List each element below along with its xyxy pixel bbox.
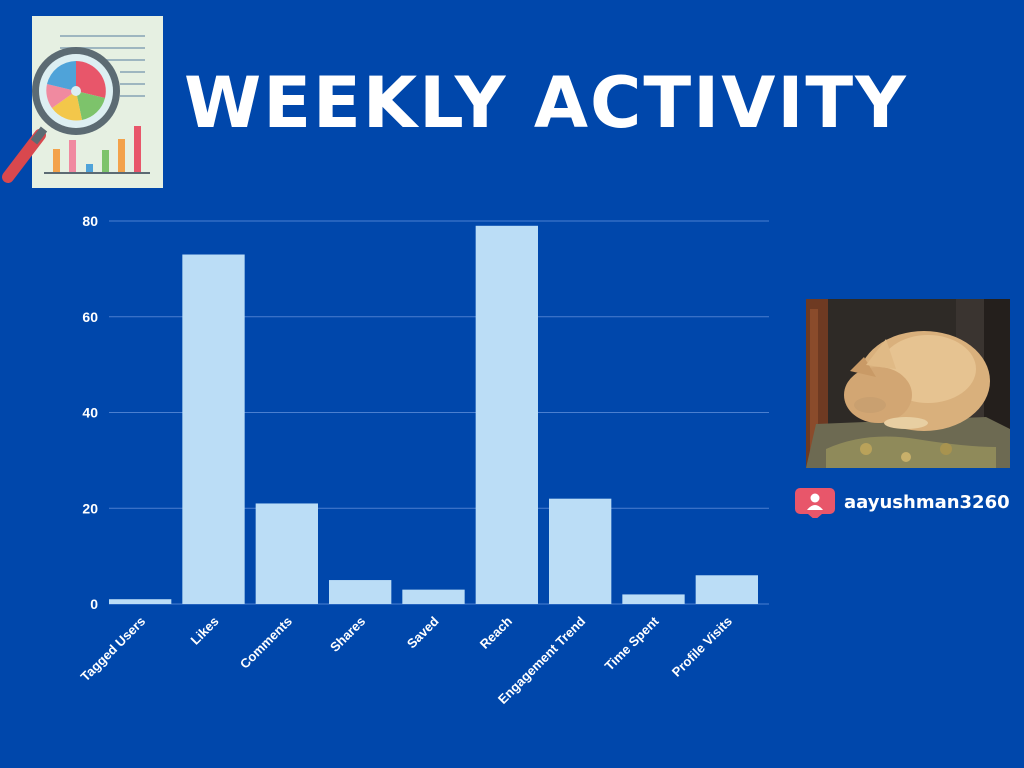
page-title: WEEKLY ACTIVITY	[184, 62, 908, 144]
username-row: aayushman3260	[794, 484, 1010, 520]
bar	[622, 594, 685, 604]
x-tick-label: Comments	[237, 614, 295, 672]
y-tick-label: 80	[82, 213, 98, 229]
y-tick-label: 60	[82, 309, 98, 325]
username: aayushman3260	[844, 491, 1010, 513]
y-tick-label: 20	[82, 500, 98, 516]
x-tick-label: Time Spent	[602, 613, 662, 673]
x-tick-label: Shares	[327, 614, 368, 655]
y-tick-label: 0	[90, 596, 98, 612]
x-tick-label: Likes	[188, 614, 222, 648]
bar	[329, 580, 392, 604]
bar	[549, 498, 612, 604]
bar	[255, 503, 318, 604]
x-tick-label: Reach	[477, 613, 515, 651]
profile-photo	[806, 299, 1010, 468]
x-tick-label: Tagged Users	[78, 614, 149, 685]
bar	[182, 254, 245, 604]
y-tick-label: 40	[82, 405, 98, 421]
x-tick-label: Saved	[404, 613, 442, 651]
x-tick-label: Profile Visits	[669, 614, 735, 680]
bar	[475, 225, 538, 604]
report-magnifier-icon	[2, 16, 163, 188]
bar	[109, 599, 172, 604]
bar	[695, 575, 758, 604]
user-icon	[795, 488, 835, 518]
bar-chart: 0 20 40 60 80 Tagged Users Likes Comments Shares…	[78, 213, 769, 707]
bar	[402, 589, 465, 604]
